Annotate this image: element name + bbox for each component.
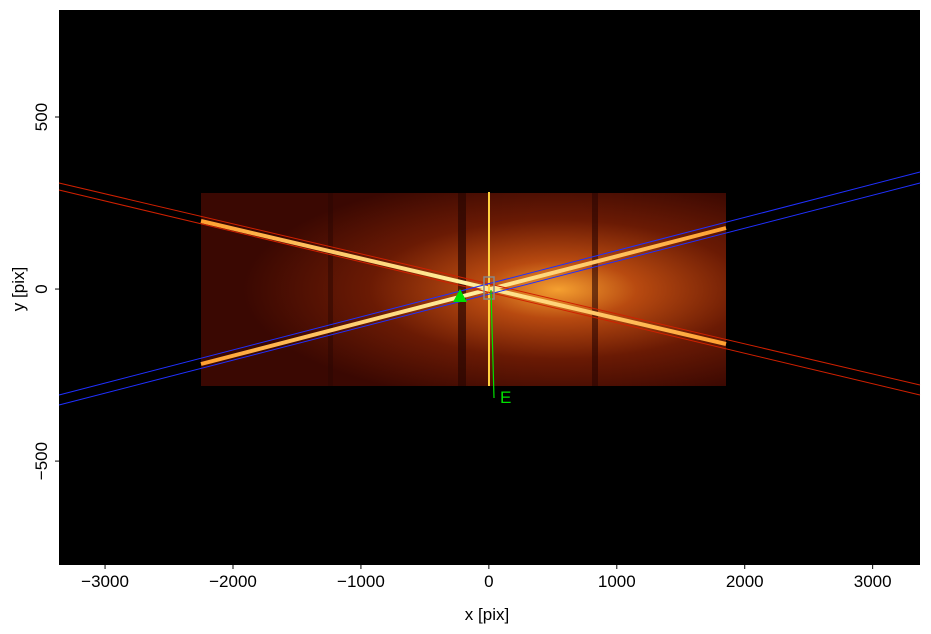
x-tick-label: 3000	[854, 572, 892, 591]
x-tick-label: 0	[484, 572, 493, 591]
x-tick-label: −2000	[209, 572, 257, 591]
x-tick-label: −3000	[81, 572, 129, 591]
x-tick-label: 2000	[726, 572, 764, 591]
trace-boundary	[58, 182, 921, 406]
trace-boundary	[58, 171, 921, 396]
annotation-line	[490, 289, 495, 399]
y-tick-label: 0	[32, 284, 51, 293]
x-tick-label: 1000	[598, 572, 636, 591]
y-tick-label: −500	[32, 442, 51, 480]
annotation: E	[500, 388, 511, 407]
dark-column	[458, 193, 466, 386]
y-axis-label: y [pix]	[9, 267, 28, 311]
x-tick-label: −1000	[337, 572, 385, 591]
image: E	[58, 10, 921, 565]
dark-column	[592, 193, 598, 386]
spectral-trace	[200, 219, 727, 346]
trace-boundary	[58, 189, 921, 396]
source-box	[483, 276, 495, 300]
dark-column	[328, 193, 333, 386]
y-tick-label: 500	[32, 103, 51, 131]
source-marker	[453, 289, 467, 302]
x-axis-label: x [pix]	[465, 605, 509, 624]
